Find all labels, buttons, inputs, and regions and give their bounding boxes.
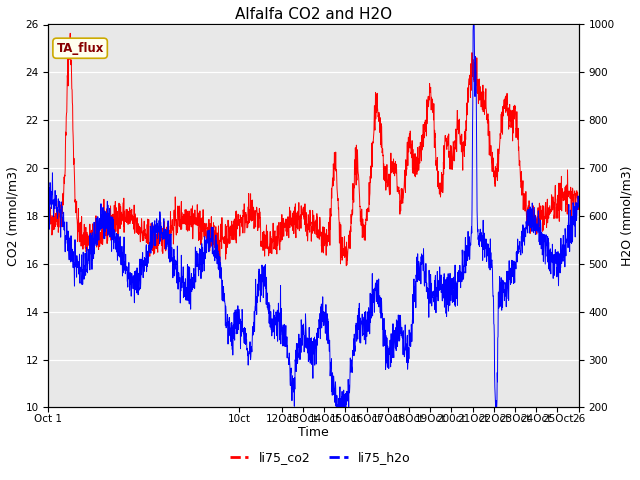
Title: Alfalfa CO2 and H2O: Alfalfa CO2 and H2O <box>235 7 392 22</box>
Y-axis label: CO2 (mmol/m3): CO2 (mmol/m3) <box>7 166 20 266</box>
Text: TA_flux: TA_flux <box>56 42 104 55</box>
X-axis label: Time: Time <box>298 426 329 440</box>
Legend: li75_co2, li75_h2o: li75_co2, li75_h2o <box>225 446 415 469</box>
Y-axis label: H2O (mmol/m3): H2O (mmol/m3) <box>620 166 633 266</box>
